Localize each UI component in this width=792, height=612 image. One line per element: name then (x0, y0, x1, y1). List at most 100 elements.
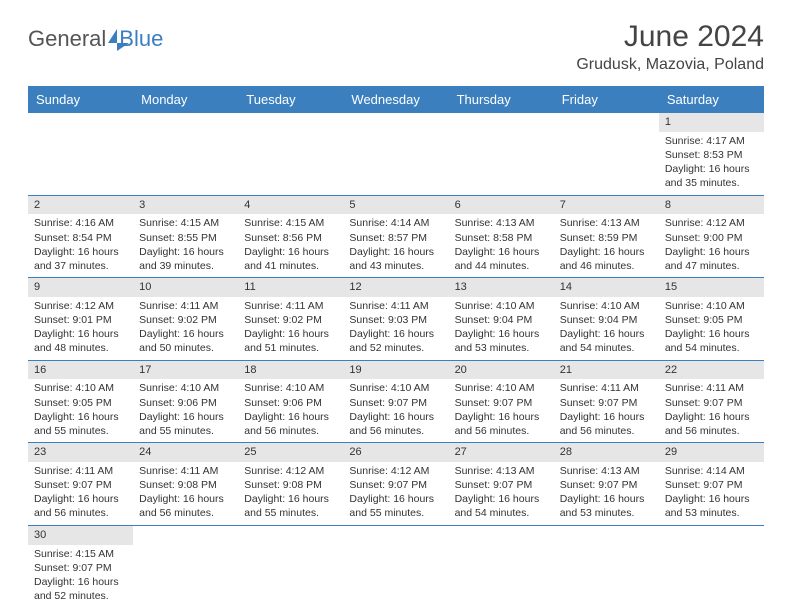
sunset-text: Sunset: 9:06 PM (244, 396, 337, 410)
calendar-cell (554, 525, 659, 607)
calendar-cell: 3Sunrise: 4:15 AMSunset: 8:55 PMDaylight… (133, 195, 238, 278)
calendar-header-row: SundayMondayTuesdayWednesdayThursdayFrid… (28, 86, 764, 113)
day-number: 7 (554, 196, 659, 215)
sunrise-text: Sunrise: 4:17 AM (665, 134, 758, 148)
calendar-cell: 17Sunrise: 4:10 AMSunset: 9:06 PMDayligh… (133, 360, 238, 443)
daylight-text: Daylight: 16 hours and 56 minutes. (455, 410, 548, 438)
day-number: 3 (133, 196, 238, 215)
day-body: Sunrise: 4:11 AMSunset: 9:02 PMDaylight:… (238, 297, 343, 360)
calendar-cell: 14Sunrise: 4:10 AMSunset: 9:04 PMDayligh… (554, 278, 659, 361)
daylight-text: Daylight: 16 hours and 50 minutes. (139, 327, 232, 355)
daylight-text: Daylight: 16 hours and 55 minutes. (139, 410, 232, 438)
calendar-cell (449, 525, 554, 607)
day-number: 27 (449, 443, 554, 462)
day-number: 24 (133, 443, 238, 462)
calendar-cell (238, 525, 343, 607)
daylight-text: Daylight: 16 hours and 46 minutes. (560, 245, 653, 273)
sunrise-text: Sunrise: 4:10 AM (34, 381, 127, 395)
sunrise-text: Sunrise: 4:12 AM (244, 464, 337, 478)
day-body: Sunrise: 4:11 AMSunset: 9:02 PMDaylight:… (133, 297, 238, 360)
daylight-text: Daylight: 16 hours and 54 minutes. (560, 327, 653, 355)
sunrise-text: Sunrise: 4:10 AM (139, 381, 232, 395)
sunset-text: Sunset: 9:07 PM (560, 478, 653, 492)
daylight-text: Daylight: 16 hours and 35 minutes. (665, 162, 758, 190)
sunset-text: Sunset: 9:07 PM (349, 396, 442, 410)
month-title: June 2024 (576, 20, 764, 54)
day-body: Sunrise: 4:12 AMSunset: 9:00 PMDaylight:… (659, 214, 764, 277)
day-header: Monday (133, 86, 238, 113)
day-number: 2 (28, 196, 133, 215)
calendar-cell: 8Sunrise: 4:12 AMSunset: 9:00 PMDaylight… (659, 195, 764, 278)
day-number: 23 (28, 443, 133, 462)
day-number: 10 (133, 278, 238, 297)
calendar-table: SundayMondayTuesdayWednesdayThursdayFrid… (28, 86, 764, 607)
title-block: June 2024 Grudusk, Mazovia, Poland (576, 20, 764, 74)
sunrise-text: Sunrise: 4:16 AM (34, 216, 127, 230)
day-body: Sunrise: 4:10 AMSunset: 9:04 PMDaylight:… (554, 297, 659, 360)
day-body: Sunrise: 4:10 AMSunset: 9:06 PMDaylight:… (133, 379, 238, 442)
sunrise-text: Sunrise: 4:13 AM (455, 464, 548, 478)
sunset-text: Sunset: 8:55 PM (139, 231, 232, 245)
day-body: Sunrise: 4:10 AMSunset: 9:05 PMDaylight:… (659, 297, 764, 360)
day-body: Sunrise: 4:15 AMSunset: 8:55 PMDaylight:… (133, 214, 238, 277)
calendar-cell (554, 113, 659, 195)
daylight-text: Daylight: 16 hours and 55 minutes. (244, 492, 337, 520)
calendar-cell (133, 113, 238, 195)
sunset-text: Sunset: 8:58 PM (455, 231, 548, 245)
calendar-cell: 18Sunrise: 4:10 AMSunset: 9:06 PMDayligh… (238, 360, 343, 443)
daylight-text: Daylight: 16 hours and 56 minutes. (349, 410, 442, 438)
day-header: Saturday (659, 86, 764, 113)
calendar-cell (343, 525, 448, 607)
calendar-cell: 25Sunrise: 4:12 AMSunset: 9:08 PMDayligh… (238, 443, 343, 526)
day-body: Sunrise: 4:13 AMSunset: 9:07 PMDaylight:… (449, 462, 554, 525)
daylight-text: Daylight: 16 hours and 52 minutes. (34, 575, 127, 603)
daylight-text: Daylight: 16 hours and 44 minutes. (455, 245, 548, 273)
day-body: Sunrise: 4:15 AMSunset: 8:56 PMDaylight:… (238, 214, 343, 277)
sunrise-text: Sunrise: 4:12 AM (349, 464, 442, 478)
sunset-text: Sunset: 8:56 PM (244, 231, 337, 245)
calendar-week: 16Sunrise: 4:10 AMSunset: 9:05 PMDayligh… (28, 360, 764, 443)
day-number: 15 (659, 278, 764, 297)
sunrise-text: Sunrise: 4:13 AM (560, 216, 653, 230)
daylight-text: Daylight: 16 hours and 56 minutes. (560, 410, 653, 438)
calendar-cell (343, 113, 448, 195)
daylight-text: Daylight: 16 hours and 56 minutes. (34, 492, 127, 520)
calendar-cell: 29Sunrise: 4:14 AMSunset: 9:07 PMDayligh… (659, 443, 764, 526)
day-number: 21 (554, 361, 659, 380)
sunset-text: Sunset: 9:02 PM (244, 313, 337, 327)
sunset-text: Sunset: 9:04 PM (560, 313, 653, 327)
sunrise-text: Sunrise: 4:11 AM (244, 299, 337, 313)
calendar-cell: 2Sunrise: 4:16 AMSunset: 8:54 PMDaylight… (28, 195, 133, 278)
calendar-cell: 19Sunrise: 4:10 AMSunset: 9:07 PMDayligh… (343, 360, 448, 443)
sunset-text: Sunset: 8:54 PM (34, 231, 127, 245)
calendar-cell: 11Sunrise: 4:11 AMSunset: 9:02 PMDayligh… (238, 278, 343, 361)
day-number: 9 (28, 278, 133, 297)
sunrise-text: Sunrise: 4:15 AM (244, 216, 337, 230)
sunrise-text: Sunrise: 4:12 AM (34, 299, 127, 313)
day-body: Sunrise: 4:11 AMSunset: 9:03 PMDaylight:… (343, 297, 448, 360)
calendar-week: 23Sunrise: 4:11 AMSunset: 9:07 PMDayligh… (28, 443, 764, 526)
sunrise-text: Sunrise: 4:13 AM (560, 464, 653, 478)
daylight-text: Daylight: 16 hours and 53 minutes. (665, 492, 758, 520)
daylight-text: Daylight: 16 hours and 53 minutes. (455, 327, 548, 355)
calendar-cell: 4Sunrise: 4:15 AMSunset: 8:56 PMDaylight… (238, 195, 343, 278)
sunrise-text: Sunrise: 4:10 AM (455, 299, 548, 313)
calendar-cell: 13Sunrise: 4:10 AMSunset: 9:04 PMDayligh… (449, 278, 554, 361)
sunrise-text: Sunrise: 4:11 AM (665, 381, 758, 395)
sunrise-text: Sunrise: 4:11 AM (34, 464, 127, 478)
sunrise-text: Sunrise: 4:11 AM (560, 381, 653, 395)
daylight-text: Daylight: 16 hours and 56 minutes. (244, 410, 337, 438)
sunset-text: Sunset: 9:07 PM (34, 478, 127, 492)
sunset-text: Sunset: 9:05 PM (34, 396, 127, 410)
sunrise-text: Sunrise: 4:12 AM (665, 216, 758, 230)
day-body: Sunrise: 4:11 AMSunset: 9:08 PMDaylight:… (133, 462, 238, 525)
calendar-week: 30Sunrise: 4:15 AMSunset: 9:07 PMDayligh… (28, 525, 764, 607)
day-body: Sunrise: 4:15 AMSunset: 9:07 PMDaylight:… (28, 545, 133, 608)
day-body: Sunrise: 4:17 AMSunset: 8:53 PMDaylight:… (659, 132, 764, 195)
logo: General Blue (28, 20, 163, 52)
calendar-cell: 10Sunrise: 4:11 AMSunset: 9:02 PMDayligh… (133, 278, 238, 361)
location: Grudusk, Mazovia, Poland (576, 56, 764, 74)
day-header: Thursday (449, 86, 554, 113)
sunset-text: Sunset: 9:03 PM (349, 313, 442, 327)
sunset-text: Sunset: 8:59 PM (560, 231, 653, 245)
